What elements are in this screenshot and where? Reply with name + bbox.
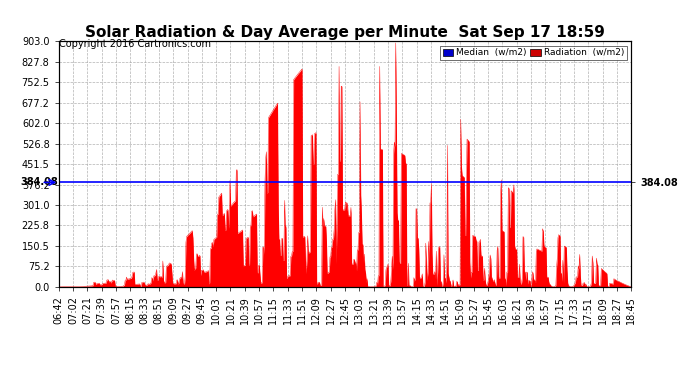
- Text: Copyright 2016 Cartronics.com: Copyright 2016 Cartronics.com: [59, 39, 210, 50]
- Legend: Median  (w/m2), Radiation  (w/m2): Median (w/m2), Radiation (w/m2): [440, 46, 627, 60]
- Title: Solar Radiation & Day Average per Minute  Sat Sep 17 18:59: Solar Radiation & Day Average per Minute…: [85, 25, 605, 40]
- Text: 384.08: 384.08: [20, 177, 58, 188]
